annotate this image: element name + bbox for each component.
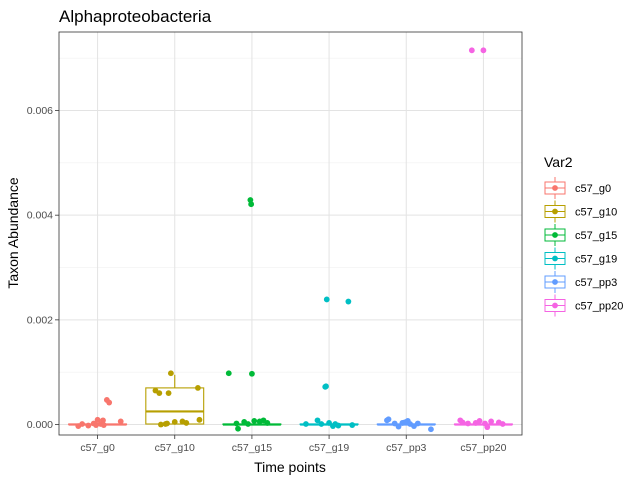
x-axis: c57_g0 c57_g10 c57_g15 c57_g19 c57_pp3 c57_pp… <box>80 435 507 454</box>
data-point <box>499 421 506 427</box>
box-body <box>145 387 205 425</box>
legend-title: Var2 <box>544 154 573 170</box>
data-point <box>314 417 321 424</box>
data-point <box>165 390 172 397</box>
x-tick-label: c57_g15 <box>232 442 272 454</box>
chart-title: Alphaproteobacteria <box>59 7 212 26</box>
data-point <box>468 47 475 54</box>
x-axis-label: Time points <box>254 459 326 475</box>
y-tick-label: 0.004 <box>27 210 53 222</box>
data-point <box>385 416 392 423</box>
y-tick-label: 0.002 <box>27 314 53 326</box>
legend-label: c57_g19 <box>575 254 617 266</box>
legend-point <box>552 279 558 285</box>
legend-label: c57_pp20 <box>575 301 623 313</box>
data-point <box>323 383 329 390</box>
data-point <box>303 421 309 427</box>
legend-point <box>552 208 558 215</box>
box-c57_g10 <box>145 374 205 425</box>
legend-point <box>552 185 558 191</box>
data-point <box>465 420 471 427</box>
data-point <box>183 420 190 426</box>
data-point <box>459 419 466 426</box>
x-tick-label: c57_pp3 <box>386 442 426 454</box>
y-axis-label: Taxon Abundance <box>5 177 21 289</box>
data-point <box>345 298 352 305</box>
plot-panel <box>59 32 522 435</box>
legend-label: c57_g10 <box>575 207 617 219</box>
data-point <box>326 420 332 426</box>
data-point <box>157 421 164 428</box>
legend-point <box>552 232 558 238</box>
y-tick-label: 0.006 <box>27 105 53 117</box>
legend-key-c57_pp20 <box>544 294 566 317</box>
data-point <box>225 370 232 377</box>
legend-label: c57_g0 <box>575 183 611 195</box>
data-point <box>85 422 92 429</box>
data-point <box>156 390 163 397</box>
legend-key-c57_g10 <box>544 200 566 223</box>
data-point <box>100 417 106 424</box>
data-point <box>196 416 203 423</box>
x-tick-label: c57_g10 <box>155 442 195 454</box>
data-point <box>94 416 101 423</box>
points <box>75 47 506 433</box>
x-tick-label: c57_g19 <box>309 442 349 454</box>
plot-border <box>58 31 523 436</box>
data-point <box>391 420 398 427</box>
data-point <box>100 422 107 428</box>
data-point <box>318 421 325 427</box>
data-point <box>323 296 330 303</box>
data-point <box>395 423 402 430</box>
data-point <box>401 419 408 426</box>
data-point <box>162 421 169 427</box>
box-c57_g15 <box>222 423 282 426</box>
data-point <box>241 419 248 425</box>
data-point <box>484 424 491 431</box>
data-point <box>117 418 124 425</box>
data-point <box>488 418 495 425</box>
data-point <box>332 421 339 427</box>
legend-label: c57_pp3 <box>575 277 617 289</box>
data-point <box>264 420 271 426</box>
legend-key-c57_g0 <box>544 177 566 199</box>
x-tick-label: c57_pp20 <box>460 442 506 454</box>
data-point <box>233 420 240 427</box>
y-tick-label: 0.000 <box>27 419 53 431</box>
x-tick-label: c57_g0 <box>80 442 115 454</box>
data-point <box>248 201 255 208</box>
data-point <box>79 421 86 427</box>
data-point <box>106 399 113 406</box>
legend-point <box>552 255 558 262</box>
legend: Var2 c57_g0 c57_g10 c57_g15 c57_g19 c57_pp3c… <box>544 154 623 317</box>
data-point <box>428 426 434 433</box>
data-point <box>235 425 241 432</box>
legend-key-c57_g19 <box>544 247 566 270</box>
legend-label: c57_g15 <box>575 230 617 242</box>
legend-key-c57_pp3 <box>544 271 566 293</box>
grid <box>59 32 522 435</box>
data-point <box>167 370 174 377</box>
data-point <box>349 422 356 428</box>
data-point <box>476 417 483 424</box>
data-point <box>195 384 201 391</box>
data-point <box>249 370 255 377</box>
data-point <box>251 417 258 424</box>
data-point <box>414 420 421 427</box>
y-axis: 0.000 0.002 0.004 0.006 <box>27 105 59 431</box>
legend-point <box>552 302 558 309</box>
data-point <box>480 47 487 54</box>
data-point <box>93 422 99 428</box>
data-point <box>171 419 178 425</box>
legend-key-c57_g15 <box>544 224 566 246</box>
